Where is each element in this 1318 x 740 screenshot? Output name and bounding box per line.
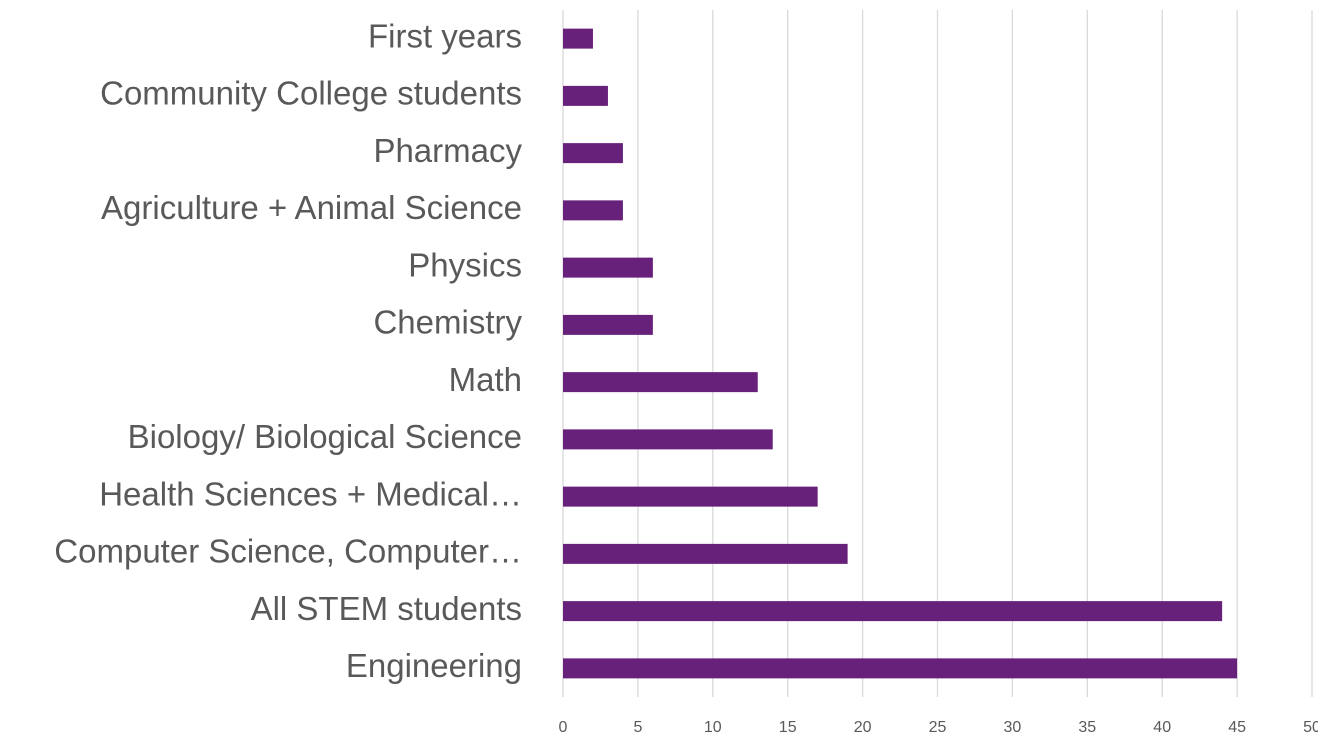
x-tick-label: 5 [633, 719, 642, 736]
bar [563, 85, 608, 106]
category-label: Biology/ Biological Science [128, 418, 522, 455]
category-label: Health Sciences + Medical… [99, 475, 522, 512]
x-tick-label: 50 [1303, 719, 1318, 736]
bar [563, 257, 653, 278]
bar [563, 543, 848, 564]
x-tick-label: 35 [1078, 719, 1096, 736]
category-label: Community College students [100, 75, 522, 112]
bar [563, 372, 758, 393]
x-tick-label: 15 [779, 719, 797, 736]
bar [563, 314, 653, 335]
x-tick-label: 0 [559, 719, 568, 736]
x-tick-label: 25 [929, 719, 947, 736]
bar [563, 200, 623, 221]
bar [563, 486, 818, 507]
x-tick-label: 30 [1004, 719, 1022, 736]
bar [563, 429, 773, 450]
bar [563, 28, 593, 49]
category-label: Pharmacy [373, 132, 522, 169]
category-label: First years [368, 17, 522, 54]
x-tick-label: 40 [1153, 719, 1171, 736]
x-tick-label: 45 [1228, 719, 1246, 736]
category-label: Agriculture + Animal Science [101, 189, 522, 226]
x-tick-label: 20 [854, 719, 872, 736]
bar [563, 143, 623, 164]
category-label: Chemistry [373, 304, 522, 341]
category-label: Physics [408, 246, 522, 283]
category-label: Computer Science, Computer… [54, 533, 522, 570]
category-label: Engineering [346, 647, 522, 684]
category-label: All STEM students [251, 590, 522, 627]
x-tick-label: 10 [704, 719, 722, 736]
bar [563, 601, 1223, 622]
bar [563, 658, 1238, 679]
category-label: Math [449, 361, 522, 398]
